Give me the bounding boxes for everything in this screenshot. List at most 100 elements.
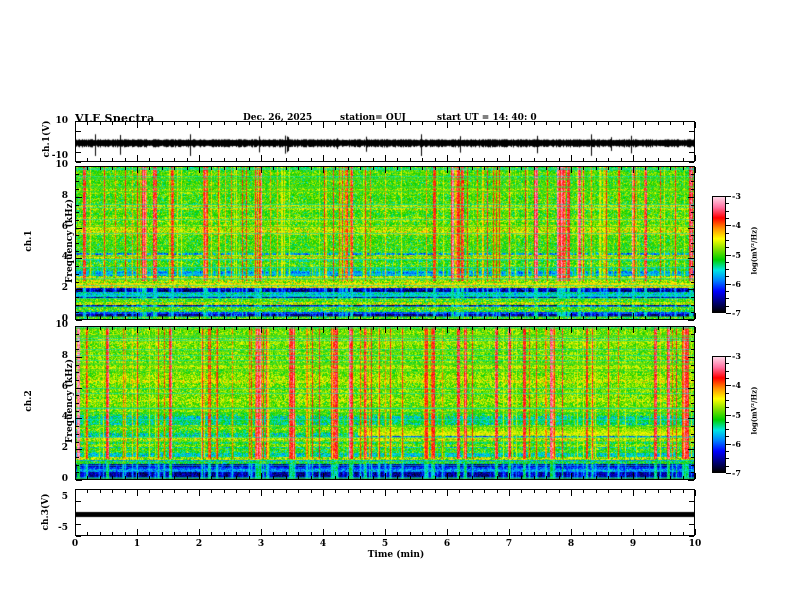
tick-mark	[691, 274, 694, 275]
tick-mark	[691, 181, 694, 182]
tick-mark	[688, 357, 694, 358]
tick-mark	[249, 490, 250, 493]
tick-mark	[726, 400, 729, 401]
tick-mark	[385, 167, 386, 173]
tick-mark	[162, 327, 163, 330]
tick-mark	[125, 158, 126, 161]
tick-mark	[633, 490, 634, 496]
tick-mark	[335, 532, 336, 535]
tick-mark	[691, 212, 694, 213]
tick-mark	[497, 158, 498, 161]
tick-mark	[688, 388, 694, 389]
tick-mark	[162, 532, 163, 535]
tick-mark	[100, 327, 101, 330]
tick-mark	[726, 363, 729, 364]
tick-mark	[137, 473, 138, 479]
tick-mark	[546, 327, 547, 330]
tick-mark	[261, 490, 262, 496]
tick-mark	[689, 142, 694, 143]
tick-mark	[76, 282, 79, 283]
tick-mark	[87, 122, 88, 125]
tick-mark	[261, 313, 262, 319]
panel-ch1-spectrogram	[75, 166, 695, 320]
tick-mark	[422, 532, 423, 535]
tick-mark	[658, 158, 659, 161]
tick-mark	[100, 490, 101, 493]
tick-mark	[726, 378, 729, 379]
tick-mark	[373, 490, 374, 493]
tick-mark	[76, 220, 79, 221]
tick-mark	[385, 122, 386, 128]
tick-mark	[261, 155, 262, 161]
tick-mark	[422, 316, 423, 319]
tick-mark	[484, 167, 485, 170]
tick-mark	[691, 243, 694, 244]
tick-mark	[311, 167, 312, 170]
colorbar-2-tick--6: -6	[732, 438, 741, 449]
tick-mark	[410, 490, 411, 493]
tick-mark	[373, 476, 374, 479]
tick-mark	[76, 365, 79, 366]
tick-mark	[521, 532, 522, 535]
tick-mark	[236, 167, 237, 170]
tick-mark	[311, 158, 312, 161]
tick-mark	[112, 490, 113, 493]
tick-mark	[726, 284, 731, 285]
tick-mark	[689, 121, 694, 122]
tick-mark	[435, 158, 436, 161]
tick-mark	[76, 121, 81, 122]
tick-mark	[472, 327, 473, 330]
tick-mark	[691, 349, 694, 350]
tick-mark	[621, 167, 622, 170]
tick-mark	[484, 158, 485, 161]
tick-mark	[76, 457, 79, 458]
x-tick-4: 4	[319, 539, 327, 549]
tick-mark	[521, 327, 522, 330]
tick-mark	[621, 532, 622, 535]
tick-mark	[249, 167, 250, 170]
tick-mark	[521, 316, 522, 319]
tick-mark	[459, 158, 460, 161]
tick-mark	[137, 167, 138, 173]
tick-mark	[385, 313, 386, 319]
tick-mark	[162, 158, 163, 161]
tick-mark	[360, 490, 361, 493]
tick-mark	[76, 341, 79, 342]
tick-mark	[683, 490, 684, 493]
tick-mark	[373, 167, 374, 170]
tick-mark	[249, 327, 250, 330]
tick-mark	[75, 473, 76, 479]
x-tick-7: 7	[505, 539, 513, 549]
tick-mark	[125, 327, 126, 330]
tick-mark	[76, 152, 81, 153]
tick-mark	[689, 536, 694, 537]
tick-mark	[76, 205, 79, 206]
tick-mark	[187, 122, 188, 125]
tick-mark	[583, 167, 584, 170]
tick-mark	[137, 529, 138, 535]
tick-mark	[298, 327, 299, 330]
ytick-p2-8: 8	[61, 350, 68, 361]
tick-mark	[497, 327, 498, 330]
ytick-p2-4: 4	[61, 412, 68, 423]
tick-mark	[691, 403, 694, 404]
tick-mark	[162, 476, 163, 479]
tick-mark	[583, 476, 584, 479]
panel-ch2-spec-ylabel-channel: ch.2	[24, 390, 34, 412]
tick-mark	[137, 490, 138, 496]
tick-mark	[683, 476, 684, 479]
tick-mark	[484, 490, 485, 493]
tick-mark	[422, 476, 423, 479]
tick-mark	[348, 476, 349, 479]
tick-mark	[360, 316, 361, 319]
tick-mark	[689, 152, 694, 153]
x-tick-0: 0	[71, 539, 79, 549]
tick-mark	[149, 476, 150, 479]
colorbar-1-tick--4: -4	[732, 220, 741, 231]
tick-mark	[571, 473, 572, 479]
tick-mark	[360, 158, 361, 161]
tick-mark	[348, 532, 349, 535]
tick-mark	[76, 536, 81, 537]
tick-mark	[76, 489, 81, 490]
